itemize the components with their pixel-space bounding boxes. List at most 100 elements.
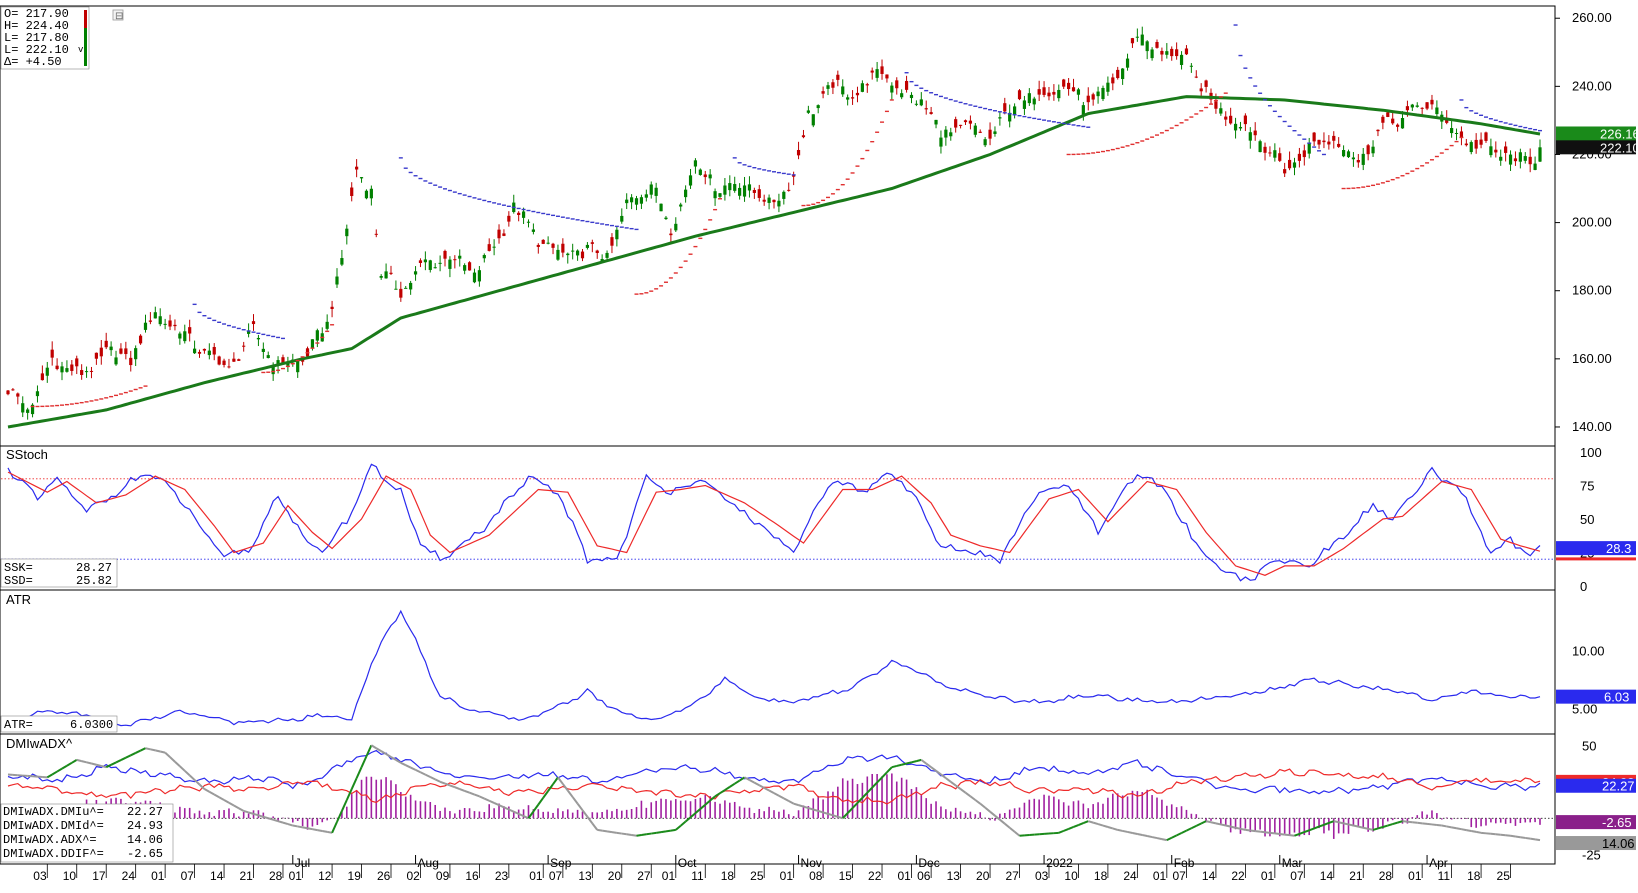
adx-segment (1087, 820, 1094, 824)
adx-segment (1161, 838, 1168, 842)
candle-body (909, 94, 914, 99)
adx-segment (566, 789, 574, 798)
day-tick-label: 11 (691, 869, 704, 883)
adx-segment (405, 764, 412, 769)
day-tick-label: 23 (495, 869, 509, 883)
price-panel (0, 5, 1556, 447)
adx-segment (1510, 834, 1516, 838)
candle-body (119, 348, 123, 354)
day-tick-label: 19 (348, 869, 362, 883)
price-plot (6, 24, 1542, 429)
candle-body (458, 255, 462, 259)
candle-body (1238, 126, 1243, 129)
candle-body (256, 337, 261, 340)
adx-segment (1112, 827, 1119, 831)
adx-segment (469, 791, 475, 796)
day-tick-label: 01 (662, 869, 676, 883)
adx-segment (46, 773, 53, 779)
adx-segment (1156, 837, 1163, 841)
candle-body (634, 198, 639, 205)
adx-segment (571, 796, 579, 805)
adx-segment (1102, 824, 1109, 828)
stoch-k-badge (1556, 541, 1636, 556)
adx-segment (753, 781, 760, 787)
adx-segment (1377, 826, 1384, 830)
adx-segment (748, 779, 755, 784)
adx-segment (861, 792, 869, 799)
adx-segment (916, 758, 922, 763)
candle-body (84, 371, 89, 373)
candle-body (728, 183, 732, 191)
candle-body (1017, 90, 1022, 100)
candle-body (1504, 146, 1508, 153)
candle-body (895, 80, 899, 89)
adx-segment (651, 831, 657, 835)
adx-segment (581, 809, 589, 818)
candle-body (1523, 156, 1527, 161)
adx-segment (1338, 821, 1344, 825)
adx-segment (812, 808, 819, 812)
collapse-button[interactable]: ⊟ (112, 9, 124, 22)
adx-segment (518, 812, 524, 817)
adx-segment (1530, 837, 1536, 841)
candle-body (855, 92, 860, 96)
adx-segment (955, 784, 962, 790)
candle-body (566, 253, 570, 256)
day-tick-label: 25 (1497, 869, 1511, 883)
adx-segment (1151, 836, 1158, 840)
adx-value: 14.06 (127, 833, 163, 847)
adx-segment (1176, 832, 1182, 837)
candle-body (777, 200, 781, 207)
adx-segment (155, 749, 161, 753)
candle-body (575, 250, 580, 256)
candle-body (1508, 154, 1513, 165)
adx-segment (969, 795, 976, 801)
atr-badge-label: 6.03 (1604, 690, 1629, 705)
price-badge (1556, 126, 1636, 141)
adx-label: DMIwADX.ADX^= (3, 833, 97, 847)
adx-segment (1195, 822, 1202, 827)
candle-body (880, 66, 884, 74)
adx-segment (1264, 831, 1271, 834)
day-tick-label: 15 (839, 869, 853, 883)
adx-segment (788, 800, 795, 805)
ssk-value: 28.27 (76, 561, 112, 575)
adx-segment (684, 816, 692, 823)
adx-segment (1471, 830, 1477, 833)
candle-body (453, 259, 457, 261)
adx-segment (719, 789, 726, 795)
adx-segment (1461, 828, 1467, 832)
candle-body (188, 327, 192, 334)
day-tick-label: 22 (868, 869, 882, 883)
adx-segment (1358, 825, 1364, 829)
adx-segment (96, 763, 102, 767)
day-tick-label: 18 (1094, 869, 1108, 883)
candle-body (163, 323, 167, 325)
candle-body (6, 390, 10, 395)
adx-segment (798, 804, 804, 808)
adx-segment (302, 826, 308, 830)
candle-body (247, 330, 251, 334)
adx-segment (959, 788, 967, 794)
candle-body (1086, 95, 1090, 103)
candle-body (983, 139, 987, 146)
adx-segment (808, 807, 814, 811)
day-tick-label: 07 (549, 869, 563, 883)
adx-segment (297, 825, 303, 829)
candle-body (1150, 49, 1154, 59)
atr-title: ATR (6, 592, 31, 607)
candle-body (1351, 157, 1356, 160)
adx-segment (1250, 829, 1256, 833)
adx-segment (1107, 826, 1114, 830)
candle-body (1435, 107, 1439, 115)
candle-body (679, 204, 683, 207)
adx-segment (1220, 823, 1226, 827)
candle-body (1140, 34, 1144, 46)
adx-segment (724, 786, 731, 791)
adx-segment (1313, 825, 1320, 830)
adx-segment (827, 812, 834, 817)
adx-segment (631, 834, 637, 837)
candle-body (355, 166, 359, 170)
adx-segment (375, 747, 382, 752)
candle-body (1538, 147, 1542, 162)
